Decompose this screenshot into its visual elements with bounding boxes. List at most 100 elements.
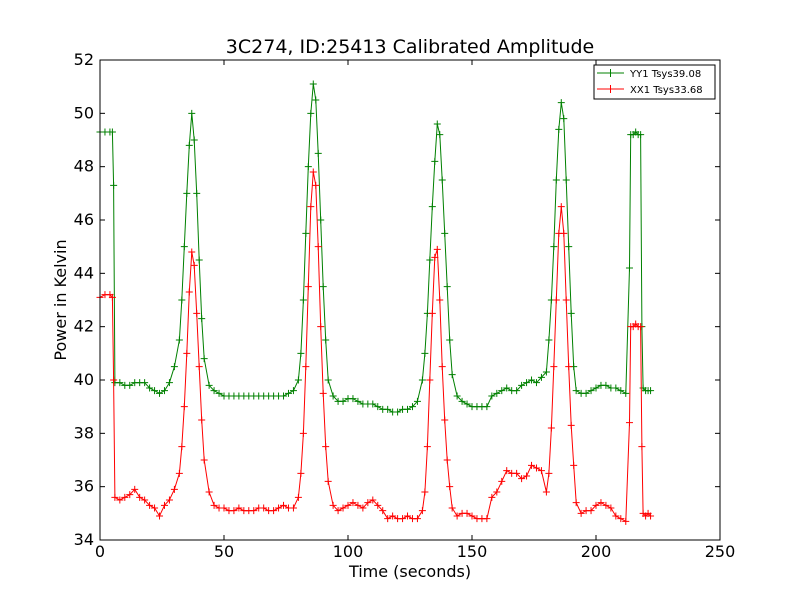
data-point-xx1 — [379, 507, 387, 515]
y-tick-label: 40 — [74, 370, 94, 389]
data-point-yy1 — [394, 408, 402, 416]
data-point-xx1 — [165, 496, 173, 504]
data-point-xx1 — [523, 472, 531, 480]
data-point-yy1 — [637, 131, 645, 139]
data-point-yy1 — [185, 141, 193, 149]
data-point-yy1 — [560, 115, 568, 123]
y-tick-label: 44 — [74, 263, 94, 282]
data-point-yy1 — [433, 120, 441, 128]
data-point-xx1 — [111, 493, 119, 501]
data-point-xx1 — [562, 296, 570, 304]
data-point-xx1 — [389, 512, 397, 520]
ticks-layer: 0 50 100 150 200 250 34 36 38 40 42 44 46 48 50 52 — [74, 50, 736, 561]
data-point-xx1 — [193, 309, 201, 317]
data-point-yy1 — [160, 387, 168, 395]
data-point-xx1 — [250, 507, 258, 515]
data-point-yy1 — [428, 203, 436, 211]
data-point-xx1 — [230, 507, 238, 515]
data-point-xx1 — [339, 504, 347, 512]
data-point-yy1 — [438, 176, 446, 184]
data-point-xx1 — [294, 493, 302, 501]
legend-marker-xx1 — [606, 85, 615, 93]
data-point-yy1 — [542, 368, 550, 376]
data-point-xx1 — [110, 376, 118, 384]
data-point-yy1 — [195, 256, 203, 264]
data-point-xx1 — [488, 493, 496, 501]
data-point-xx1 — [542, 488, 550, 496]
data-point-xx1 — [448, 504, 456, 512]
data-point-xx1 — [200, 456, 208, 464]
x-tick-label: 50 — [214, 542, 234, 561]
data-point-yy1 — [625, 264, 633, 272]
data-point-yy1 — [329, 392, 337, 400]
data-point-yy1 — [647, 387, 655, 395]
data-point-yy1 — [431, 157, 439, 165]
data-point-yy1 — [183, 189, 191, 197]
data-point-xx1 — [433, 245, 441, 253]
data-point-yy1 — [441, 229, 449, 237]
data-point-xx1 — [307, 203, 315, 211]
data-point-xx1 — [289, 504, 297, 512]
y-tick-label: 38 — [74, 423, 94, 442]
legend-entry-yy1: YY1 Tsys39.08 — [597, 69, 701, 80]
data-point-xx1 — [160, 501, 168, 509]
data-point-yy1 — [322, 336, 330, 344]
data-point-yy1 — [545, 336, 553, 344]
data-point-yy1 — [572, 387, 580, 395]
data-point-yy1 — [205, 381, 213, 389]
data-point-xx1 — [483, 515, 491, 523]
data-point-yy1 — [110, 181, 118, 189]
y-tick-label: 52 — [74, 50, 94, 69]
data-point-yy1 — [165, 379, 173, 387]
data-point-xx1 — [572, 499, 580, 507]
data-point-xx1 — [359, 504, 367, 512]
data-point-xx1 — [190, 261, 198, 269]
data-point-yy1 — [302, 229, 310, 237]
data-point-xx1 — [299, 429, 307, 437]
data-point-xx1 — [625, 419, 633, 427]
data-point-xx1 — [597, 499, 605, 507]
data-point-yy1 — [458, 397, 466, 405]
data-point-xx1 — [617, 515, 625, 523]
legend-entry-xx1: XX1 Tsys33.68 — [597, 85, 703, 96]
data-point-yy1 — [299, 296, 307, 304]
data-point-yy1 — [552, 176, 560, 184]
data-point-xx1 — [329, 501, 337, 509]
data-point-xx1 — [180, 403, 188, 411]
data-point-yy1 — [108, 128, 116, 136]
data-point-xx1 — [413, 515, 421, 523]
data-point-yy1 — [307, 109, 315, 117]
data-point-xx1 — [418, 507, 426, 515]
data-point-xx1 — [334, 507, 342, 515]
data-point-xx1 — [428, 309, 436, 317]
data-point-xx1 — [468, 512, 476, 520]
data-point-yy1 — [215, 389, 223, 397]
data-point-yy1 — [210, 387, 218, 395]
data-point-xx1 — [545, 469, 553, 477]
data-point-yy1 — [151, 387, 159, 395]
series-yy1 — [96, 80, 655, 416]
data-point-yy1 — [413, 397, 421, 405]
data-point-yy1 — [483, 403, 491, 411]
data-point-xx1 — [592, 501, 600, 509]
y-tick-label: 50 — [74, 103, 94, 122]
data-point-xx1 — [280, 501, 288, 509]
data-point-yy1 — [404, 405, 412, 413]
legend-marker-yy1 — [606, 69, 615, 77]
data-point-xx1 — [552, 296, 560, 304]
data-point-yy1 — [436, 131, 444, 139]
data-point-xx1 — [364, 499, 372, 507]
data-point-xx1 — [185, 288, 193, 296]
data-point-xx1 — [647, 512, 655, 520]
data-point-xx1 — [567, 421, 575, 429]
data-point-xx1 — [438, 363, 446, 371]
data-point-xx1 — [319, 389, 327, 397]
y-tick-label: 36 — [74, 477, 94, 496]
data-point-xx1 — [503, 467, 511, 475]
data-point-xx1 — [550, 363, 558, 371]
data-point-xx1 — [557, 203, 565, 211]
data-point-xx1 — [170, 485, 178, 493]
data-point-xx1 — [463, 509, 471, 517]
